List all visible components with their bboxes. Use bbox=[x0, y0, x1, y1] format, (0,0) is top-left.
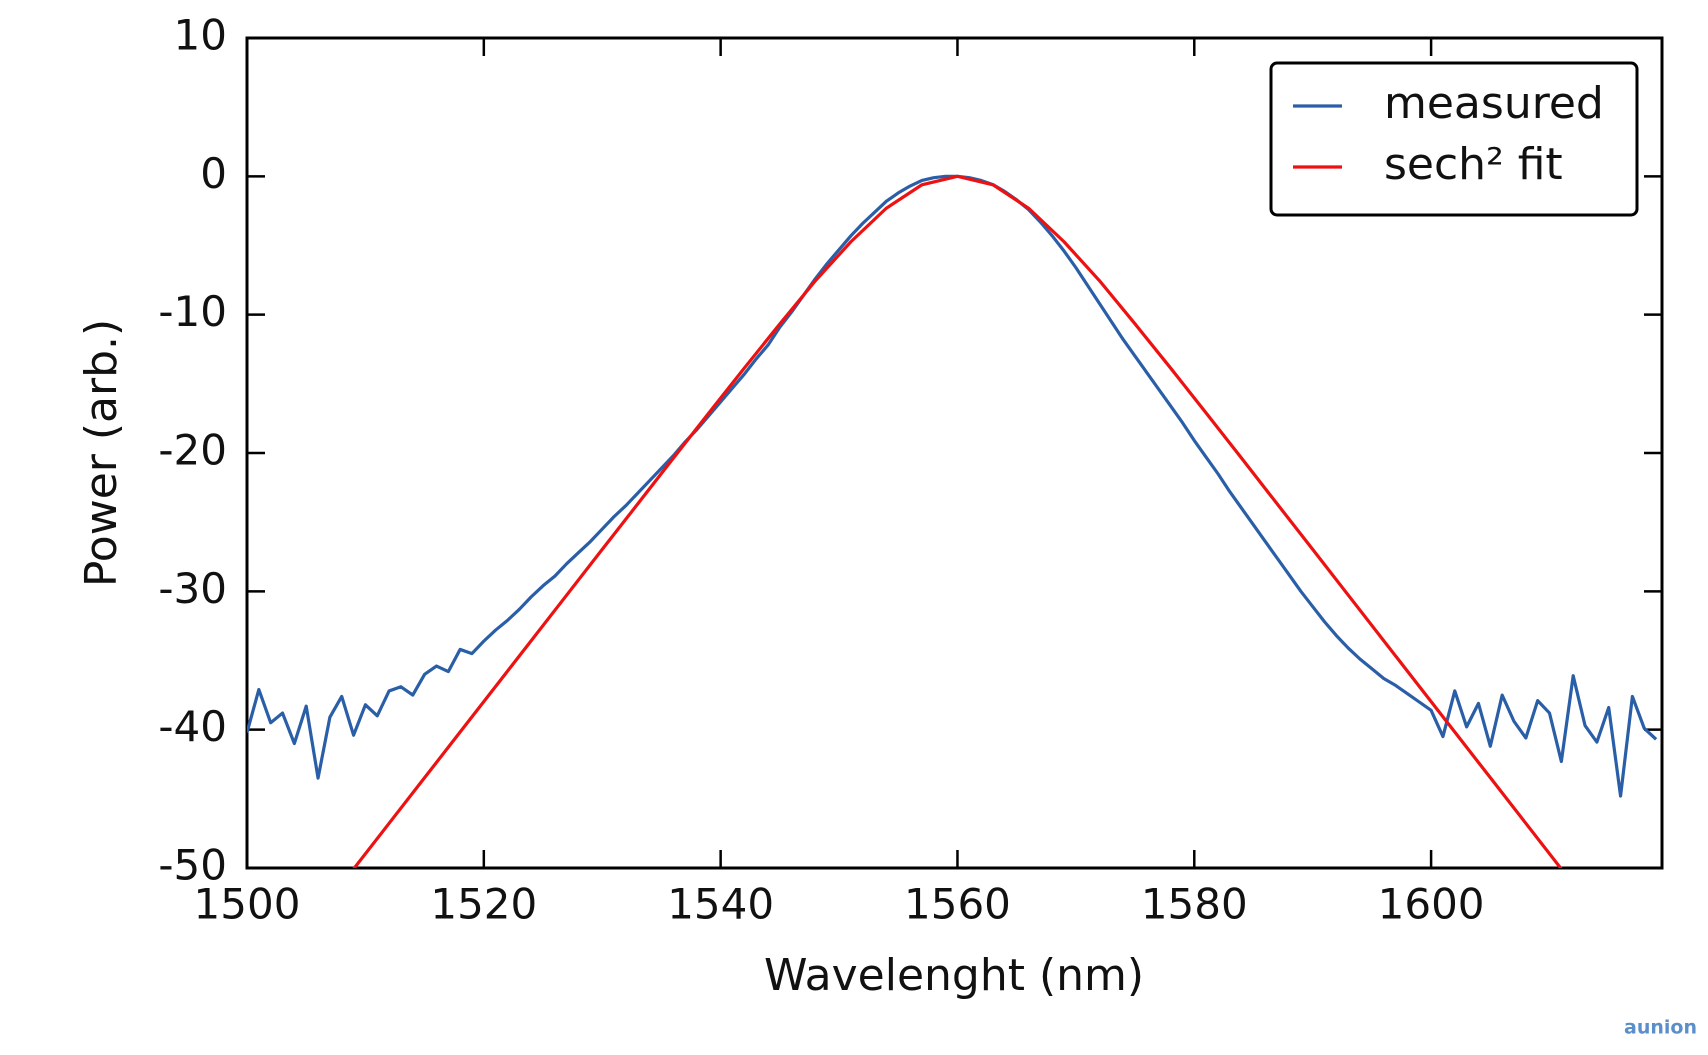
y-tick-label: -20 bbox=[158, 426, 227, 475]
y-axis-label: Power (arb.) bbox=[76, 319, 127, 587]
legend-label: sech² fit bbox=[1384, 139, 1563, 190]
x-axis-label: Wavelenght (nm) bbox=[764, 950, 1144, 1001]
x-tick-label: 1520 bbox=[430, 880, 537, 929]
x-tick-label: 1540 bbox=[667, 880, 774, 929]
x-tick-label: 1600 bbox=[1378, 880, 1485, 929]
legend-label: measured bbox=[1384, 78, 1604, 129]
y-tick-label: -30 bbox=[158, 564, 227, 613]
data-line bbox=[247, 174, 1658, 798]
legend-box bbox=[1269, 61, 1639, 217]
x-tick-label: 1580 bbox=[1141, 880, 1248, 929]
y-tick-label: 10 bbox=[174, 11, 227, 60]
y-tick-label: -10 bbox=[158, 287, 227, 336]
y-tick-label: -50 bbox=[158, 841, 227, 890]
x-tick-label: 1560 bbox=[904, 880, 1011, 929]
y-tick-label: -40 bbox=[158, 702, 227, 751]
data-line bbox=[352, 174, 1563, 868]
x-tick-label: 1500 bbox=[194, 880, 301, 929]
watermark: aunion bbox=[1624, 1017, 1697, 1039]
y-tick-label: 0 bbox=[200, 149, 227, 198]
